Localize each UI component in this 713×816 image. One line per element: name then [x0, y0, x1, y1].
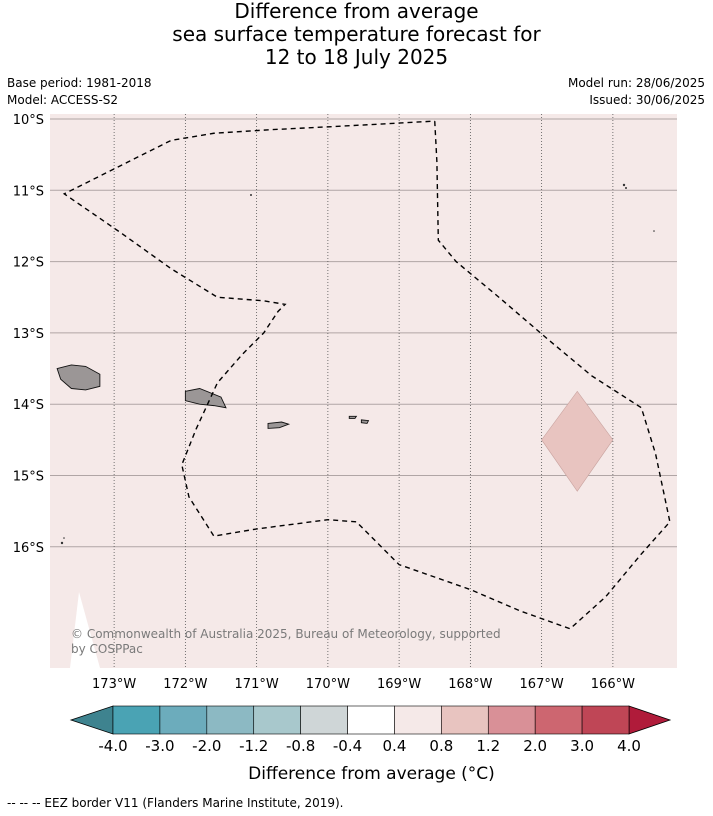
lat-tick-label: 16°S	[13, 541, 44, 556]
colorbar-tick-label: -2.0	[192, 737, 221, 755]
lat-tick-label: 13°S	[13, 327, 44, 342]
colorbar-tick-label: -3.0	[145, 737, 174, 755]
colorbar-segment	[534, 705, 583, 735]
map-background	[50, 114, 677, 668]
small-islets	[60, 183, 655, 545]
mask-wedge	[70, 592, 100, 668]
islet	[63, 537, 65, 539]
colorbar-segment	[441, 705, 489, 735]
issued-date: Issued: 30/06/2025	[589, 93, 705, 107]
anomaly-patch	[541, 390, 614, 492]
island	[348, 415, 358, 419]
colorbar-tick-label: -4.0	[98, 737, 127, 755]
islet	[622, 183, 626, 187]
colorbar-segment	[347, 705, 395, 735]
lon-tick-label: 168°W	[448, 677, 492, 692]
colorbar-segment	[206, 705, 255, 735]
lon-tick-label: 171°W	[235, 677, 279, 692]
lon-tick-label: 166°W	[591, 677, 635, 692]
colorbar-over-arrow	[628, 705, 672, 735]
lat-tick-label: 15°S	[13, 469, 44, 484]
colorbar-segment	[112, 705, 161, 735]
lat-tick-label: 11°S	[13, 184, 44, 199]
title-line-3: 12 to 18 July 2025	[264, 45, 449, 69]
lon-tick-label: 170°W	[306, 677, 350, 692]
copyright-line-2: by COSPPac	[71, 642, 143, 656]
colorbar: -4.0 -3.0 -2.0 -1.2 -0.8 -0.4 0.4 0.8 1.2 2.0 3.0 4…	[69, 705, 672, 755]
sst-anomaly-map: 10°S11°S12°S13°S14°S15°S16°S 173°W 172°W 1…	[13, 113, 677, 755]
lon-tick-label: 173°W	[92, 677, 136, 692]
lon-tick-label: 169°W	[377, 677, 421, 692]
model-run: Model run: 28/06/2025	[567, 76, 705, 90]
colorbar-tick-label: 0.4	[383, 737, 407, 755]
latitude-labels: 10°S 11°S 12°S 13°S 14°S 15°S 16°S	[13, 113, 44, 556]
colorbar-tick-label: 4.0	[617, 737, 641, 755]
islet	[250, 194, 252, 196]
colorbar-segment	[487, 705, 536, 735]
island	[184, 388, 227, 409]
colorbar-under-arrow	[69, 705, 114, 735]
map-title: Difference from average sea surface temp…	[0, 0, 713, 69]
colorbar-tick-label: -0.8	[286, 737, 315, 755]
lat-tick-label: 12°S	[13, 256, 44, 271]
copyright-line-1: © Commonwealth of Australia 2025, Bureau…	[71, 627, 501, 641]
colorbar-tick-label: 1.2	[476, 737, 500, 755]
island	[56, 364, 101, 391]
colorbar-segment	[300, 705, 348, 735]
meta-right: Model run: 28/06/2025 Issued: 30/06/2025	[568, 75, 705, 109]
lat-tick-label: 10°S	[13, 113, 44, 128]
legend-eez-note: -- -- -- EEZ border V11 (Flanders Marine…	[7, 796, 344, 810]
colorbar-segment	[159, 705, 208, 735]
colorbar-title: Difference from average (°C)	[248, 764, 495, 784]
lat-tick-label: 14°S	[13, 398, 44, 413]
island	[267, 421, 291, 429]
colorbar-tick-label: 0.8	[429, 737, 453, 755]
eez-border	[62, 120, 671, 630]
colorbar-segment	[581, 705, 630, 735]
title-line-1: Difference from average	[234, 0, 479, 23]
colorbar-tick-label: 3.0	[570, 737, 594, 755]
meta-left: Base period: 1981-2018 Model: ACCESS-S2	[7, 75, 152, 109]
islands	[56, 364, 370, 429]
colorbar-tick-label: -1.2	[239, 737, 268, 755]
colorbar-tick-label: 2.0	[523, 737, 547, 755]
colorbar-segment	[253, 705, 301, 735]
colorbar-segment	[394, 705, 442, 735]
longitude-labels: 173°W 172°W 171°W 170°W 169°W 168°W 167°W 166°W	[92, 677, 635, 692]
islet	[653, 230, 655, 232]
colorbar-tick-label: -0.4	[333, 737, 362, 755]
title-line-2: sea surface temperature forecast for	[172, 22, 541, 46]
islet	[625, 187, 627, 189]
islet	[60, 541, 64, 545]
lon-tick-label: 172°W	[163, 677, 207, 692]
lon-tick-label: 167°W	[520, 677, 564, 692]
model-name: Model: ACCESS-S2	[7, 93, 119, 107]
base-period: Base period: 1981-2018	[7, 76, 152, 90]
island	[360, 419, 370, 424]
